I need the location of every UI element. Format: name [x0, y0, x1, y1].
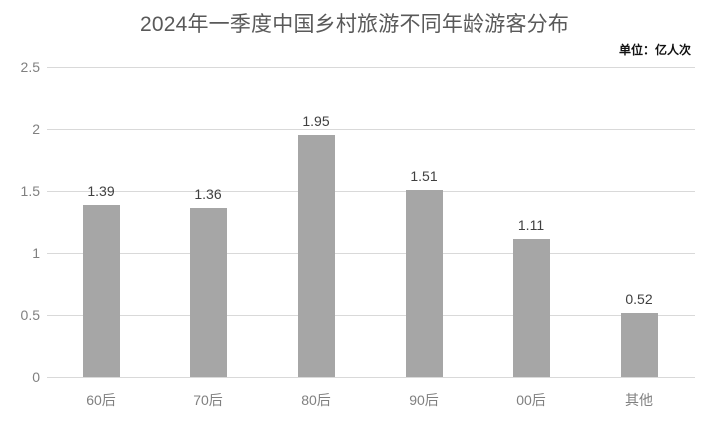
y-tick-label: 2.5: [20, 59, 40, 75]
x-tick-label-60hou: 60后: [86, 392, 116, 408]
y-tick-label: 1: [32, 245, 40, 261]
bar-value-label: 1.11: [517, 217, 545, 234]
y-tick-label: 2: [32, 121, 40, 137]
x-tick-label-80hou: 80后: [301, 392, 331, 408]
y-axis: 2.5 2 1.5 1 0.5 0: [0, 59, 40, 385]
unit-annotation: 单位：亿人次: [618, 43, 691, 57]
bar-qita[interactable]: [621, 312, 658, 377]
axis-baseline: [47, 377, 695, 378]
chart-title: 2024年一季度中国乡村旅游不同年龄游客分布: [139, 13, 570, 36]
bar-80hou[interactable]: [298, 135, 335, 377]
gridline: [47, 315, 695, 316]
y-tick-label: 1.5: [20, 183, 40, 199]
gridline: [47, 67, 695, 68]
bar-90hou[interactable]: [406, 189, 443, 377]
gridline: [47, 129, 695, 130]
bar-70hou[interactable]: [190, 208, 227, 377]
gridline: [47, 191, 695, 192]
y-tick-label: 0: [32, 369, 40, 385]
x-axis: 60后 70后 80后 90后 00后 其他: [47, 390, 695, 416]
bar-value-label: 1.95: [302, 113, 330, 130]
bar-value-label: 1.39: [87, 182, 115, 199]
x-tick-label-qita: 其他: [625, 392, 653, 408]
gridline: [47, 253, 695, 254]
x-tick-label-70hou: 70后: [193, 392, 223, 408]
bar-00hou[interactable]: [513, 239, 550, 377]
bar-value-label: 0.52: [625, 290, 653, 307]
plot-area: 1.39 1.36 1.95 1.51 1.11 0.52: [47, 67, 695, 378]
x-tick-label-90hou: 90后: [409, 392, 439, 408]
y-tick-label: 0.5: [20, 307, 40, 323]
bar-60hou[interactable]: [83, 204, 120, 377]
bar-value-label: 1.51: [410, 167, 438, 184]
x-tick-label-00hou: 00后: [516, 392, 546, 408]
bar-value-label: 1.36: [194, 186, 222, 203]
